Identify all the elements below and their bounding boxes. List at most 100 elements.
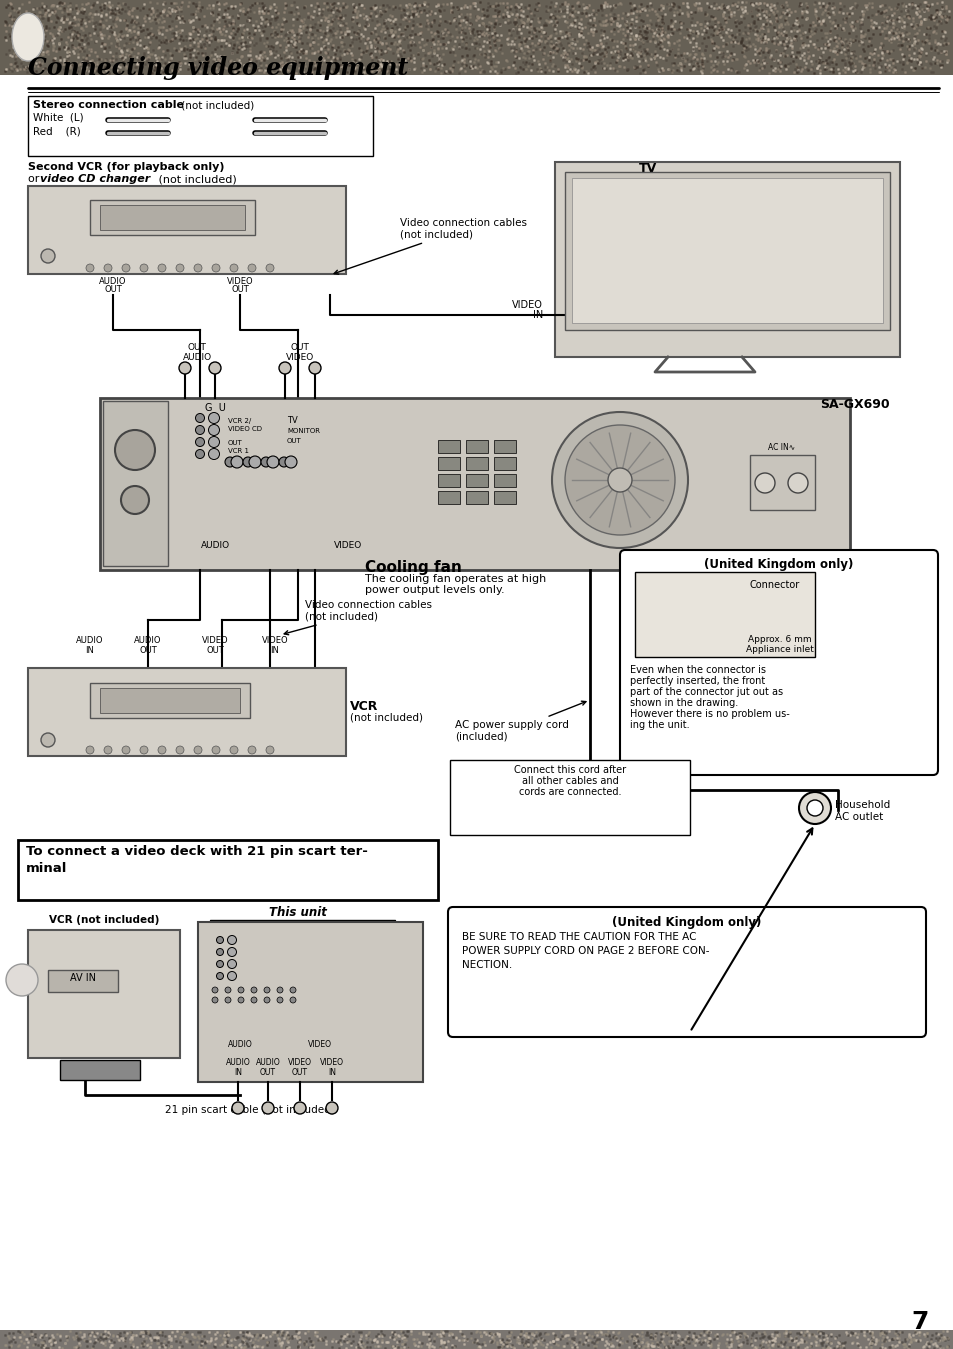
Bar (198, 921, 422, 1082)
Circle shape (6, 965, 38, 996)
Text: video CD changer: video CD changer (40, 174, 150, 183)
Circle shape (115, 430, 154, 469)
Text: VIDEO: VIDEO (308, 1040, 332, 1050)
Bar (28, 668, 346, 755)
Text: part of the connector jut out as: part of the connector jut out as (629, 687, 782, 697)
Text: The cooling fan operates at high: The cooling fan operates at high (365, 575, 546, 584)
Text: (United Kingdom only): (United Kingdom only) (612, 916, 760, 929)
Text: Stereo connection cable: Stereo connection cable (33, 100, 184, 111)
Bar (0, 1330, 953, 1349)
Circle shape (278, 362, 291, 374)
Text: VIDEO
OUT: VIDEO OUT (201, 635, 228, 656)
Bar (100, 205, 245, 229)
Circle shape (175, 264, 184, 272)
Text: AUDIO
IN: AUDIO IN (226, 1058, 250, 1078)
Text: AC outlet: AC outlet (834, 812, 882, 822)
Text: However there is no problem us-: However there is no problem us- (629, 710, 789, 719)
Ellipse shape (12, 13, 44, 61)
Circle shape (290, 997, 295, 1004)
Text: (United Kingdom only): (United Kingdom only) (703, 558, 853, 571)
Circle shape (179, 362, 191, 374)
Bar (564, 173, 889, 331)
Text: VCR: VCR (350, 700, 378, 714)
Text: shown in the drawing.: shown in the drawing. (629, 697, 738, 708)
Text: TV: TV (287, 415, 297, 425)
Bar (103, 401, 168, 567)
Text: VIDEO
OUT: VIDEO OUT (288, 1058, 312, 1078)
Text: Video connection cables
(not included): Video connection cables (not included) (334, 219, 526, 274)
Bar (28, 96, 373, 156)
Text: VIDEO: VIDEO (286, 353, 314, 362)
Text: Connecting video equipment: Connecting video equipment (28, 57, 408, 80)
Text: minal: minal (26, 862, 68, 876)
Circle shape (227, 959, 236, 969)
Circle shape (264, 987, 270, 993)
Bar (465, 440, 488, 453)
Circle shape (225, 457, 234, 467)
Circle shape (212, 746, 220, 754)
Text: Connector: Connector (749, 580, 800, 590)
Text: Household: Household (834, 800, 889, 809)
Text: SA-GX690: SA-GX690 (820, 398, 889, 411)
Text: Cooling fan: Cooling fan (365, 560, 461, 575)
Circle shape (209, 413, 219, 424)
Bar (100, 688, 240, 714)
Text: cords are connected.: cords are connected. (518, 786, 620, 797)
FancyBboxPatch shape (448, 907, 925, 1037)
Text: Even when the connector is: Even when the connector is (629, 665, 765, 674)
Bar (572, 178, 882, 322)
Circle shape (230, 264, 237, 272)
Circle shape (227, 947, 236, 956)
Circle shape (278, 457, 289, 467)
Circle shape (225, 987, 231, 993)
Bar (635, 572, 814, 657)
Text: Connect this cord after: Connect this cord after (514, 765, 625, 774)
Text: AC IN∿: AC IN∿ (767, 442, 795, 452)
Bar (437, 491, 459, 505)
Circle shape (251, 997, 256, 1004)
Bar (450, 759, 689, 835)
Text: all other cables and: all other cables and (521, 776, 618, 786)
Circle shape (140, 264, 148, 272)
Text: This unit: This unit (269, 907, 327, 919)
Circle shape (806, 800, 822, 816)
Text: VIDEO CD: VIDEO CD (228, 426, 262, 432)
Text: (not included): (not included) (178, 100, 254, 111)
Text: perfectly inserted, the front: perfectly inserted, the front (629, 676, 764, 687)
Text: or: or (28, 174, 43, 183)
Circle shape (212, 264, 220, 272)
Bar (494, 440, 516, 453)
Text: AUDIO
IN: AUDIO IN (76, 635, 104, 656)
Circle shape (267, 456, 278, 468)
Text: OUT: OUT (287, 438, 301, 444)
Circle shape (326, 1102, 337, 1114)
Circle shape (193, 746, 202, 754)
Text: OUT: OUT (228, 440, 242, 447)
Text: VCR (not included): VCR (not included) (49, 915, 159, 925)
Circle shape (294, 1102, 306, 1114)
Text: OUT: OUT (188, 343, 206, 352)
Bar (494, 457, 516, 469)
Circle shape (225, 997, 231, 1004)
Bar (28, 186, 346, 274)
Circle shape (285, 456, 296, 468)
Circle shape (232, 1102, 244, 1114)
Bar (90, 683, 250, 718)
Bar (465, 473, 488, 487)
Text: AUDIO: AUDIO (200, 541, 230, 550)
Bar (28, 929, 180, 1058)
Text: VCR 1: VCR 1 (228, 448, 249, 455)
Circle shape (209, 425, 219, 436)
Text: OUT: OUT (291, 343, 309, 352)
Circle shape (266, 746, 274, 754)
Text: AUDIO: AUDIO (228, 1040, 253, 1050)
Text: VCR 2/: VCR 2/ (228, 418, 251, 424)
Circle shape (122, 264, 130, 272)
Text: AC power supply cord
(included): AC power supply cord (included) (455, 701, 585, 742)
Text: Appliance inlet: Appliance inlet (745, 645, 813, 654)
Bar (437, 457, 459, 469)
Text: OUT: OUT (231, 285, 249, 294)
Circle shape (248, 264, 255, 272)
Circle shape (212, 987, 218, 993)
Circle shape (122, 746, 130, 754)
